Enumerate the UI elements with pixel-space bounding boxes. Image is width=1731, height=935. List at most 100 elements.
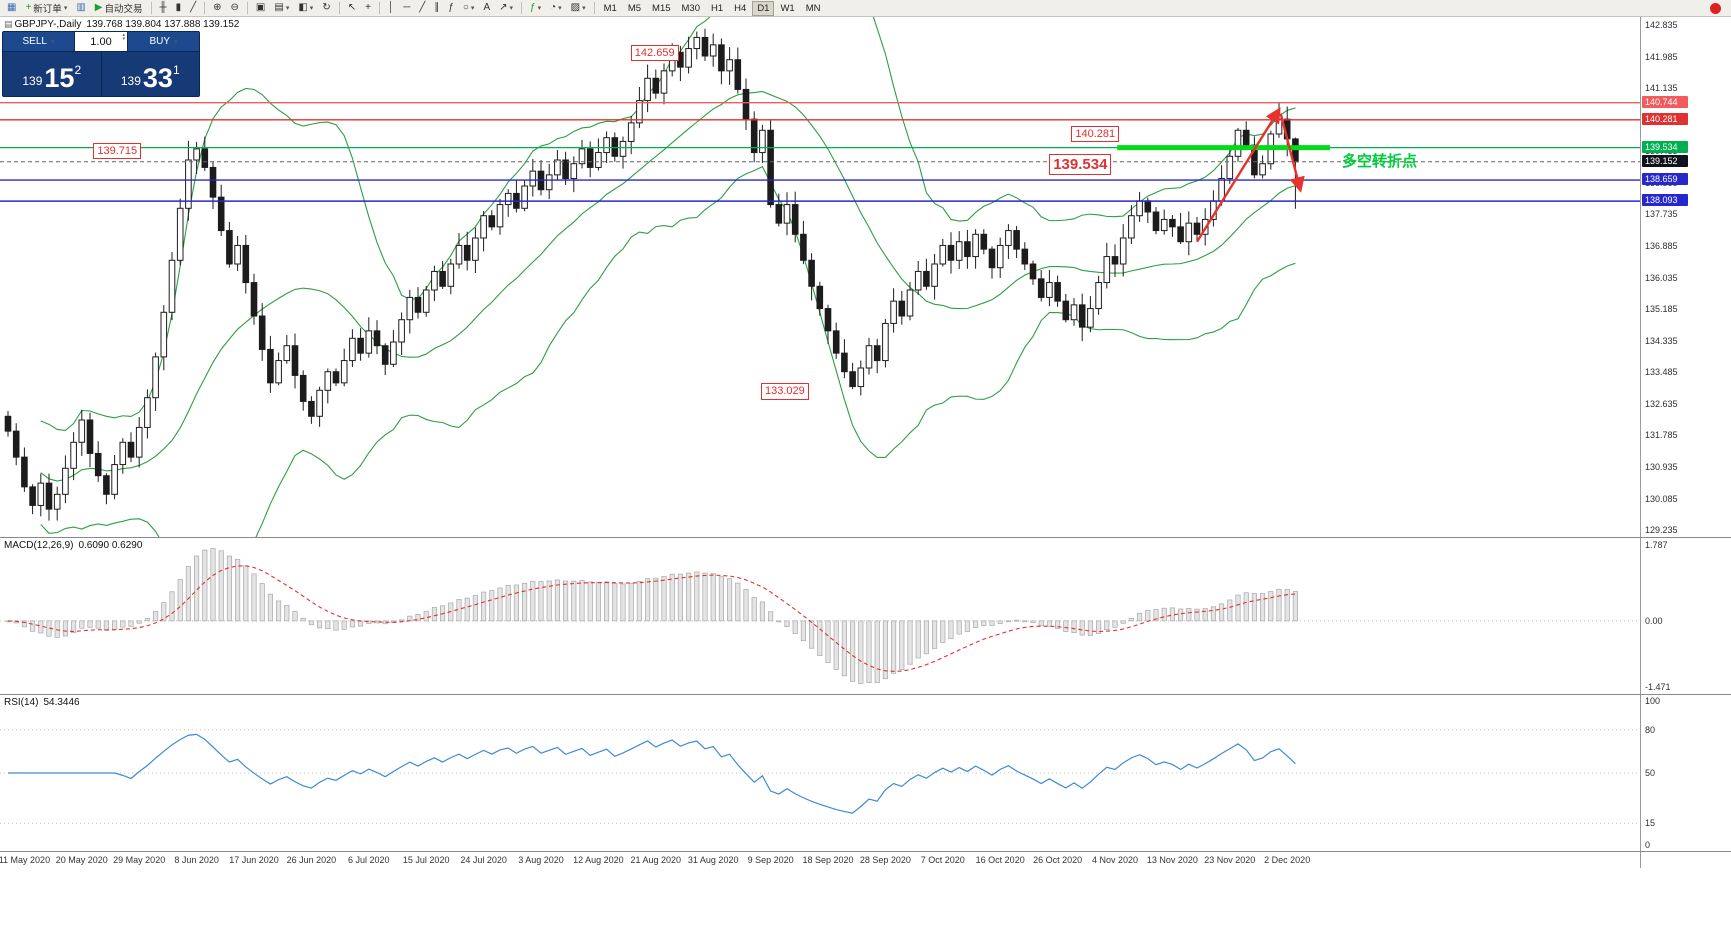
- charts-button[interactable]: ▥: [72, 1, 89, 16]
- macd-axis-tick: -1.471: [1645, 682, 1671, 692]
- vertical-line-button[interactable]: │: [384, 1, 398, 16]
- date-label: 15 Jul 2020: [402, 855, 450, 865]
- price-tick: 137.735: [1645, 209, 1678, 220]
- date-label: 29 May 2020: [113, 855, 166, 865]
- macd-values: 0.6090 0.6290: [78, 540, 143, 551]
- connection-status-dot: [1710, 2, 1721, 14]
- crosshair-icon: +: [365, 2, 371, 13]
- trendline-button[interactable]: ╱: [415, 1, 429, 16]
- date-label: 31 Aug 2020: [687, 855, 739, 865]
- timeframe-M1[interactable]: M1: [599, 1, 622, 16]
- date-axis[interactable]: 11 May 2020 20 May 2020 29 May 2020 8 Jun 2…: [0, 852, 1640, 868]
- bollinger-bands: [40, 17, 1296, 537]
- price-tick: 132.635: [1645, 398, 1678, 409]
- timeframe-MN[interactable]: MN: [801, 1, 826, 16]
- date-label: 9 Sep 2020: [747, 855, 794, 865]
- timeframe-M30[interactable]: M30: [677, 1, 705, 16]
- date-label: 28 Sep 2020: [859, 855, 911, 865]
- arrows-button[interactable]: ↗ ▾: [495, 1, 517, 16]
- buy-price-prefix: 139: [120, 74, 141, 88]
- bar-chart-button[interactable]: ╫: [156, 1, 171, 16]
- cursor-button[interactable]: ↖: [344, 1, 360, 16]
- rsi-value: 54.3446: [43, 697, 80, 708]
- price-badge: 139.534: [1642, 140, 1688, 153]
- zoom-in-button[interactable]: ⊕: [209, 1, 225, 16]
- auto-trading-button[interactable]: ▶ 自动交易: [91, 1, 147, 16]
- timeframe-D1[interactable]: D1: [752, 0, 775, 16]
- rsi-axis-tick: 50: [1645, 768, 1656, 778]
- bar-chart-icon: ╫: [159, 2, 167, 13]
- templates-button[interactable]: ▨ ▾: [567, 1, 590, 16]
- timeframe-H1[interactable]: H1: [706, 1, 728, 16]
- volume-input[interactable]: 1.00 ▴ ▾: [74, 32, 128, 51]
- periods-button[interactable]: ◔ ▾: [546, 1, 566, 16]
- new-order-button[interactable]: + 新订单 ▾: [21, 1, 71, 16]
- toolbar: ▦ + 新订单 ▾ ▥ ▶ 自动交易 ╫ ▮ ╱ ⊕ ⊖ ▣ ▤ ▾ ◧ ▾ ↻ ↖ + │ ─ ╱ ∥ ƒ ○ ▾ A ↗ ▾ ƒ ▾ ◔ ▾ ▨…: [0, 0, 1731, 17]
- macd-chart[interactable]: [0, 538, 1640, 694]
- line-chart-button[interactable]: ╱: [186, 1, 200, 16]
- timeframe-M5[interactable]: M5: [623, 1, 646, 16]
- sell-price-big: 15: [44, 63, 75, 93]
- indicators-button[interactable]: ƒ ▾: [526, 1, 545, 16]
- price-tick: 133.485: [1645, 367, 1678, 378]
- rsi-chart[interactable]: [0, 695, 1640, 851]
- trend-arrow-2: [1279, 113, 1305, 193]
- new-chart-button[interactable]: ▤ ▾: [270, 1, 293, 16]
- new-order-button-label: 新订单: [33, 4, 62, 15]
- vertical-line-icon: │: [387, 2, 395, 13]
- date-label: 16 Oct 2020: [975, 855, 1025, 865]
- bb-upper: [40, 17, 1296, 432]
- price-tick: 136.885: [1645, 240, 1678, 251]
- rsi-line: [8, 733, 1296, 814]
- text-button[interactable]: A: [479, 1, 494, 16]
- buy-price[interactable]: 139 33 1: [102, 52, 200, 96]
- candlestick-chart-icon: ▮: [175, 2, 182, 13]
- price-tick: 135.185: [1645, 304, 1678, 315]
- horizontal-line-icon: ─: [403, 2, 411, 13]
- rsi-axis-tick: 80: [1645, 724, 1656, 735]
- buy-button[interactable]: BUY ▾: [128, 32, 199, 51]
- refresh-button[interactable]: ↻: [318, 1, 334, 16]
- date-label: 26 Jun 2020: [286, 855, 337, 865]
- shapes-button[interactable]: ○ ▾: [459, 1, 479, 16]
- price-chart[interactable]: [0, 17, 1640, 537]
- price-tick: 130.935: [1645, 461, 1678, 472]
- profiles-button[interactable]: ◧ ▾: [294, 1, 317, 16]
- buy-price-sup: 1: [172, 63, 180, 77]
- crosshair-button[interactable]: +: [361, 1, 375, 16]
- sell-button[interactable]: SELL ▾: [3, 32, 74, 51]
- fibonacci-button[interactable]: ƒ: [444, 1, 458, 16]
- line-chart-icon: ╱: [190, 2, 197, 13]
- date-label: 2 Dec 2020: [1264, 855, 1311, 865]
- charts-icon: ▥: [76, 2, 86, 13]
- candlestick-chart-button[interactable]: ▮: [172, 1, 186, 16]
- tile-windows-button[interactable]: ▣: [252, 1, 269, 16]
- horizontal-line-button[interactable]: ─: [399, 1, 414, 16]
- sell-price-sup: 2: [74, 63, 82, 77]
- rsi-label: RSI(14) 54.3446: [4, 697, 80, 708]
- cursor-icon: ↖: [347, 2, 357, 13]
- panel-separator[interactable]: [0, 537, 1731, 538]
- profiles-icon: ◧: [298, 2, 308, 13]
- timeframe-M15[interactable]: M15: [647, 1, 675, 16]
- timeframe-W1[interactable]: W1: [775, 1, 799, 16]
- indicators-icon: ƒ: [530, 2, 536, 13]
- panel-separator[interactable]: [0, 694, 1731, 695]
- chevron-down-icon: ▾: [582, 5, 586, 12]
- auto-trading-button-label: 自动交易: [104, 4, 143, 15]
- channel-button[interactable]: ∥: [430, 1, 443, 16]
- price-badge: 138.093: [1642, 194, 1688, 207]
- chart-window-icon[interactable]: ▦: [3, 1, 20, 16]
- toolbar-separator: [521, 2, 523, 14]
- zoom-out-button[interactable]: ⊖: [227, 1, 243, 16]
- sell-price[interactable]: 139 15 2: [3, 52, 101, 96]
- spinner-icon[interactable]: ▴ ▾: [122, 32, 125, 42]
- date-label: 7 Oct 2020: [920, 855, 965, 865]
- macd-label: MACD(12,26,9) 0.6090 0.6290: [4, 540, 142, 551]
- macd-signal-line: [7, 565, 1296, 672]
- tile-windows-icon: ▣: [255, 2, 266, 13]
- macd-axis-tick: 1.787: [1645, 540, 1668, 550]
- timeframe-H4[interactable]: H4: [729, 1, 751, 16]
- price-axis[interactable]: 142.835141.985141.135140.285139.435138.5…: [1640, 17, 1731, 868]
